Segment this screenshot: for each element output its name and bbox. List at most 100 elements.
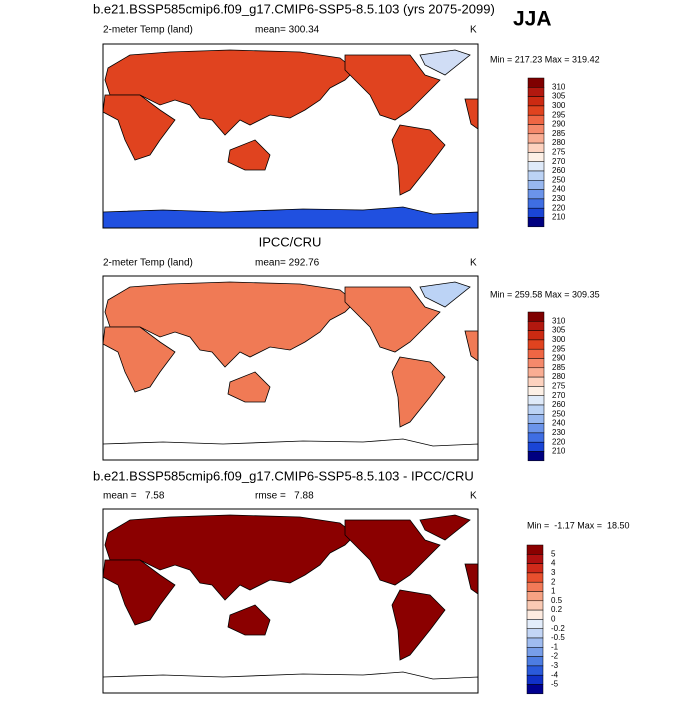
colorbar-label: 280	[552, 372, 566, 381]
colorbar-label: 270	[552, 157, 566, 166]
colorbar-box	[526, 628, 544, 639]
land-samerica	[391, 124, 446, 196]
colorbar-label: 230	[552, 194, 566, 203]
colorbar-box	[527, 441, 545, 452]
colorbar-label: 260	[552, 166, 566, 175]
colorbar-box	[527, 96, 545, 107]
colorbar-box	[527, 311, 545, 322]
colorbar-box	[527, 330, 545, 341]
colorbar-box	[527, 114, 545, 125]
colorbar-box	[527, 376, 545, 387]
colorbar-label: -3	[551, 661, 559, 670]
colorbar-label: 280	[552, 138, 566, 147]
colorbar-box	[527, 170, 545, 181]
colorbar-box	[526, 647, 544, 657]
land-namerica	[344, 519, 441, 586]
colorbar-label: 310	[552, 316, 566, 325]
land-eurasia	[104, 281, 356, 368]
colorbar-box	[526, 619, 544, 629]
colorbar-box	[527, 395, 545, 406]
colorbar-label: 300	[552, 101, 566, 110]
left-label: mean = 7.58	[103, 491, 165, 502]
colorbar-box	[527, 339, 545, 350]
land-eurasia	[104, 514, 356, 601]
map	[102, 275, 479, 461]
land-greenland	[419, 514, 471, 541]
colorbar-box	[527, 105, 545, 116]
colorbar-label: -0.2	[551, 624, 565, 633]
colorbar-box	[526, 665, 544, 676]
units-label: K	[470, 491, 477, 502]
colorbar-box	[526, 554, 544, 564]
map	[102, 508, 479, 694]
colorbar-label: -1	[551, 642, 559, 651]
colorbar-label: 290	[552, 354, 566, 363]
panel-title: IPCC/CRU	[259, 234, 322, 249]
colorbar-box	[527, 423, 545, 434]
colorbar-box	[527, 207, 545, 218]
colorbar-label: 250	[552, 175, 566, 184]
colorbar-label: 310	[552, 82, 566, 91]
colorbar-box	[526, 544, 544, 555]
colorbar-label: 210	[552, 447, 566, 456]
colorbar-label: -5	[551, 680, 559, 689]
center-label: mean= 292.76	[255, 258, 320, 269]
colorbar-label: -4	[551, 670, 559, 679]
colorbar-label: 5	[551, 549, 556, 558]
colorbar-box	[527, 77, 545, 88]
land-australia	[227, 139, 271, 171]
units-label: K	[470, 258, 477, 269]
colorbar-box	[526, 572, 544, 583]
colorbar-label: 1	[551, 587, 556, 596]
land-greenland	[419, 281, 471, 308]
colorbar-label: 285	[552, 363, 566, 372]
colorbar-label: 305	[552, 326, 566, 335]
land-australia	[227, 371, 271, 403]
min-max-label: Min = 259.58 Max = 309.35	[490, 289, 600, 299]
colorbar-label: 0	[551, 615, 556, 624]
map-frame	[102, 508, 479, 694]
panel-title: b.e21.BSSP585cmip6.f09_g17.CMIP6-SSP5-8.…	[93, 468, 474, 483]
colorbar-label: 295	[552, 344, 566, 353]
panel-title: b.e21.BSSP585cmip6.f09_g17.CMIP6-SSP5-8.…	[93, 1, 495, 16]
map-frame	[102, 275, 479, 461]
colorbar-box	[526, 609, 544, 620]
colorbar-label: 305	[552, 92, 566, 101]
colorbar-box	[527, 180, 545, 190]
colorbar-box	[526, 684, 544, 695]
land-australia	[227, 604, 271, 636]
colorbar-label: 295	[552, 110, 566, 119]
colorbar-box	[526, 656, 544, 667]
left-label: 2-meter Temp (land)	[103, 258, 193, 269]
colorbar-box	[527, 87, 545, 97]
land-africa	[102, 94, 176, 161]
colorbar-box	[526, 637, 544, 648]
left-label: 2-meter Temp (land)	[103, 25, 193, 36]
colorbar-box	[527, 217, 545, 228]
land-africa	[102, 559, 176, 626]
colorbar-label: 290	[552, 120, 566, 129]
units-label: K	[470, 25, 477, 36]
colorbar-box	[526, 600, 544, 611]
colorbar-label: 230	[552, 428, 566, 437]
colorbar-box	[527, 133, 545, 144]
colorbar-label: 220	[552, 437, 566, 446]
colorbar-box	[527, 124, 545, 135]
land-eurasia	[104, 49, 356, 136]
colorbar-box	[527, 198, 545, 209]
colorbar-label: 2	[551, 577, 556, 586]
colorbar-label: -2	[551, 652, 559, 661]
colorbar-label: 0.5	[551, 596, 563, 605]
colorbar-box	[527, 367, 545, 378]
colorbar-box	[527, 142, 545, 153]
map	[102, 43, 479, 229]
colorbar-box	[527, 161, 545, 172]
colorbar-label: 210	[552, 213, 566, 222]
land-greenland	[419, 49, 471, 76]
colorbar-box	[527, 152, 545, 162]
colorbar-label: 240	[552, 419, 566, 428]
colorbar-box	[527, 404, 545, 415]
colorbar-label: 285	[552, 129, 566, 138]
season-label: JJA	[513, 8, 552, 31]
